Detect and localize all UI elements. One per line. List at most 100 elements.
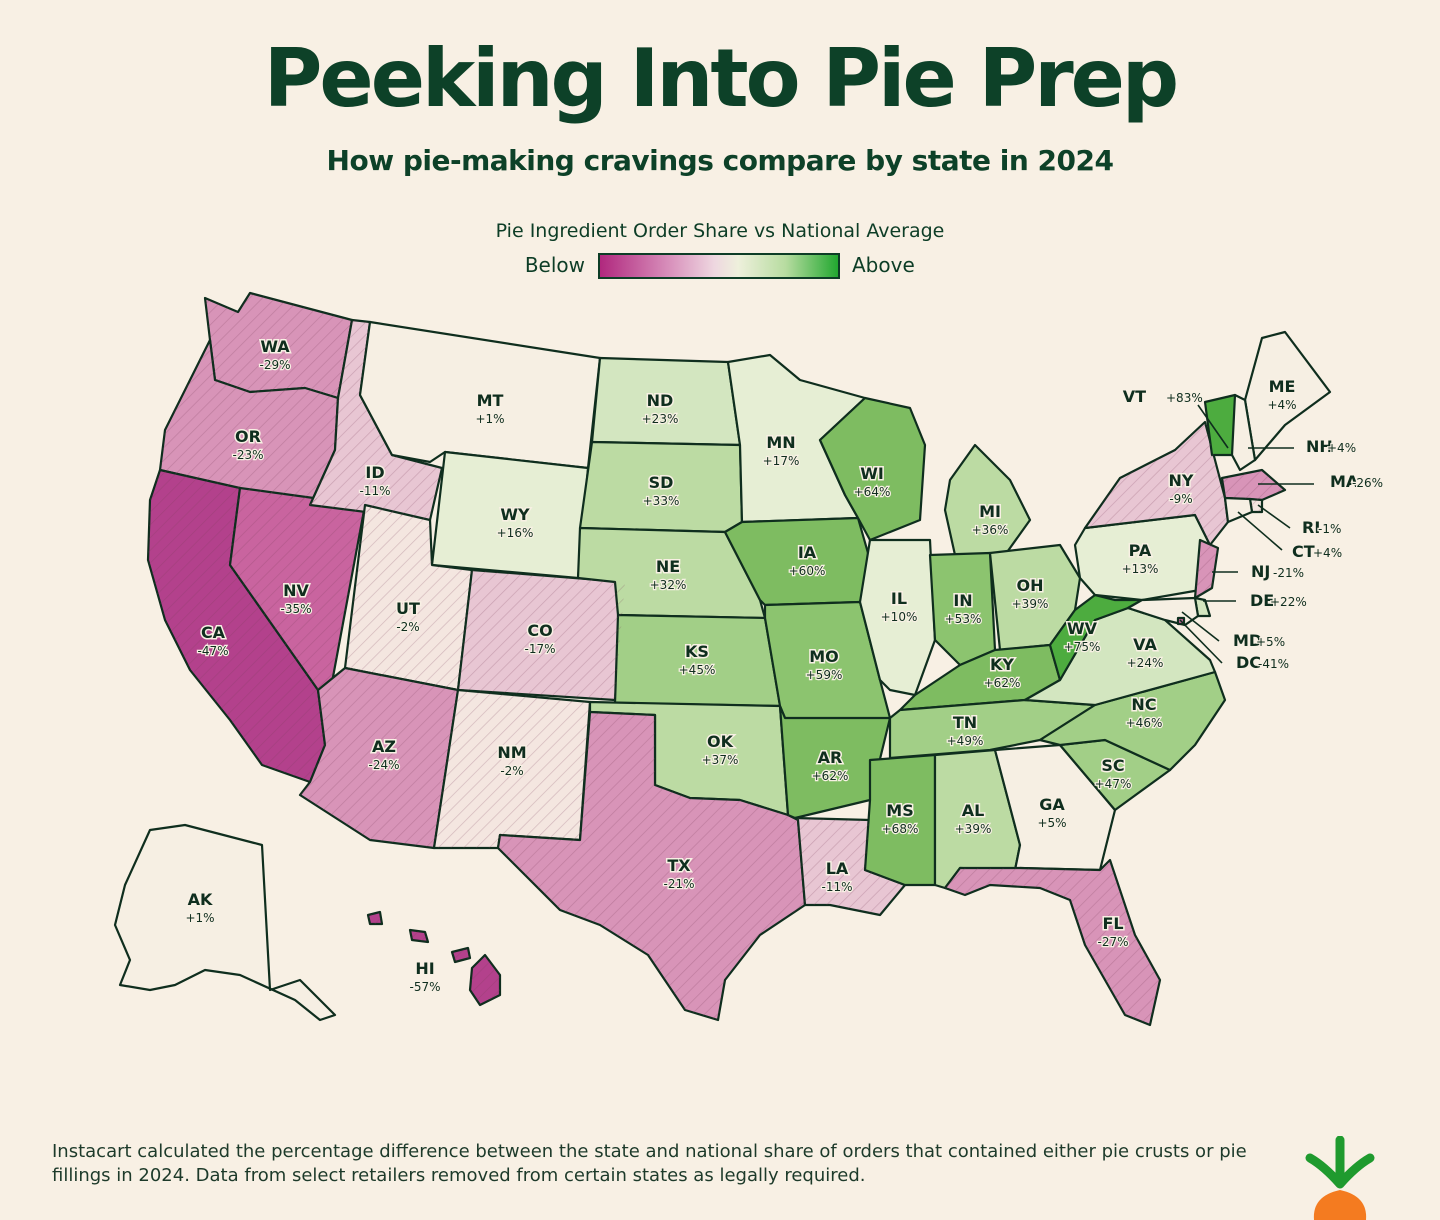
state-code-oh: OH (1017, 576, 1044, 595)
state-value-ar: +62% (812, 769, 849, 783)
legend-gradient-bar (598, 253, 840, 279)
state-value-nj: -21% (1273, 566, 1304, 580)
state-ct (1223, 496, 1254, 524)
state-code-pa: PA (1129, 541, 1152, 560)
state-code-mn: MN (766, 433, 795, 452)
state-value-or: -23% (232, 448, 263, 462)
hatch-nm (434, 690, 590, 848)
state-code-hi: HI (415, 959, 434, 978)
hatch-ri (1250, 499, 1262, 512)
state-value-md: +5% (1256, 635, 1285, 649)
state-code-id: ID (365, 463, 384, 482)
leader-line-dc (1179, 619, 1223, 664)
state-value-mn: +17% (763, 454, 800, 468)
state-value-az: -24% (368, 758, 399, 772)
leader-line-ri (1257, 504, 1291, 529)
leader-line-vt (1197, 404, 1229, 449)
state-code-va: VA (1133, 635, 1157, 654)
state-value-me: +4% (1267, 398, 1296, 412)
state-code-tx: TX (667, 856, 691, 875)
state-code-mi: MI (979, 502, 1001, 521)
footnote: Instacart calculated the percentage diff… (52, 1141, 1247, 1186)
state-value-hi: -57% (409, 980, 440, 994)
state-value-tx: -21% (663, 877, 694, 891)
state-value-fl: -27% (1097, 935, 1128, 949)
hatch-id (310, 320, 442, 520)
state-value-sd: +33% (643, 494, 680, 508)
state-value-ri: -1% (1318, 522, 1341, 536)
state-code-md: MD (1233, 631, 1262, 650)
state-value-il: +10% (881, 610, 918, 624)
state-code-nh: NH (1306, 437, 1333, 456)
state-code-ak: AK (188, 890, 213, 909)
page-subtitle: How pie-making cravings compare by state… (326, 144, 1114, 177)
carrot-icon (1305, 1136, 1375, 1220)
state-code-nv: NV (283, 581, 309, 600)
state-code-in: IN (953, 591, 972, 610)
state-code-ms: MS (886, 801, 913, 820)
state-value-nh: +4% (1327, 441, 1356, 455)
state-value-ct: +4% (1313, 546, 1342, 560)
state-value-in: +53% (945, 612, 982, 626)
state-code-ma: MA (1330, 472, 1359, 491)
state-value-la: -11% (821, 880, 852, 894)
state-code-or: OR (235, 427, 261, 446)
state-code-ks: KS (685, 642, 709, 661)
state-code-mt: MT (477, 391, 504, 410)
state-value-wv: +75% (1064, 640, 1101, 654)
state-wi (818, 396, 927, 542)
state-code-il: IL (891, 589, 907, 608)
state-code-ct: CT (1292, 542, 1315, 561)
state-ms (863, 753, 937, 887)
state-code-sc: SC (1101, 756, 1124, 775)
state-code-la: LA (826, 859, 849, 878)
state-value-ms: +68% (882, 822, 919, 836)
state-value-ne: +32% (650, 578, 687, 592)
state-code-nm: NM (497, 743, 526, 762)
state-code-al: AL (962, 801, 985, 820)
state-code-ok: OK (707, 732, 734, 751)
state-value-sc: +47% (1095, 777, 1132, 791)
state-code-ca: CA (201, 623, 226, 642)
state-code-wa: WA (260, 337, 290, 356)
legend-above-label: Above (852, 253, 915, 277)
hatch-la (795, 818, 905, 915)
hatch-az (300, 668, 458, 848)
state-code-wy: WY (500, 505, 530, 524)
page-title: Peeking Into Pie Prep (263, 32, 1179, 125)
hatch-ma (1222, 470, 1285, 500)
state-value-mi: +36% (972, 523, 1009, 537)
state-value-tn: +49% (947, 734, 984, 748)
state-value-ia: +60% (789, 564, 826, 578)
state-value-ca: -47% (197, 644, 228, 658)
leader-line-md (1181, 611, 1220, 642)
state-value-ks: +45% (679, 663, 716, 677)
hatch-fl (945, 860, 1160, 1025)
state-value-ok: +37% (702, 753, 739, 767)
hatch-co (458, 570, 625, 700)
state-code-ut: UT (396, 599, 420, 618)
state-value-ny: -9% (1169, 492, 1192, 506)
state-value-oh: +39% (1012, 597, 1049, 611)
state-value-pa: +13% (1122, 562, 1159, 576)
state-value-id: -11% (359, 484, 390, 498)
state-value-dc: -41% (1258, 657, 1289, 671)
state-nh (1230, 393, 1257, 472)
state-value-wa: -29% (259, 358, 290, 372)
state-code-fl: FL (1102, 914, 1123, 933)
hatch-or (160, 340, 338, 505)
state-value-wi: +64% (854, 485, 891, 499)
state-value-ut: -2% (396, 620, 419, 634)
state-value-ma: -26% (1352, 476, 1383, 490)
state-value-wy: +16% (497, 526, 534, 540)
state-value-va: +24% (1127, 656, 1164, 670)
state-mi (943, 443, 1032, 557)
state-ak (113, 823, 337, 1022)
hatch-hi (368, 912, 500, 1005)
leader-line-ct (1237, 511, 1283, 551)
state-code-az: AZ (372, 737, 396, 756)
hatch-ut (345, 505, 472, 690)
state-code-ga: GA (1039, 795, 1065, 814)
state-code-ky: KY (990, 655, 1014, 674)
state-value-ky: +62% (984, 676, 1021, 690)
